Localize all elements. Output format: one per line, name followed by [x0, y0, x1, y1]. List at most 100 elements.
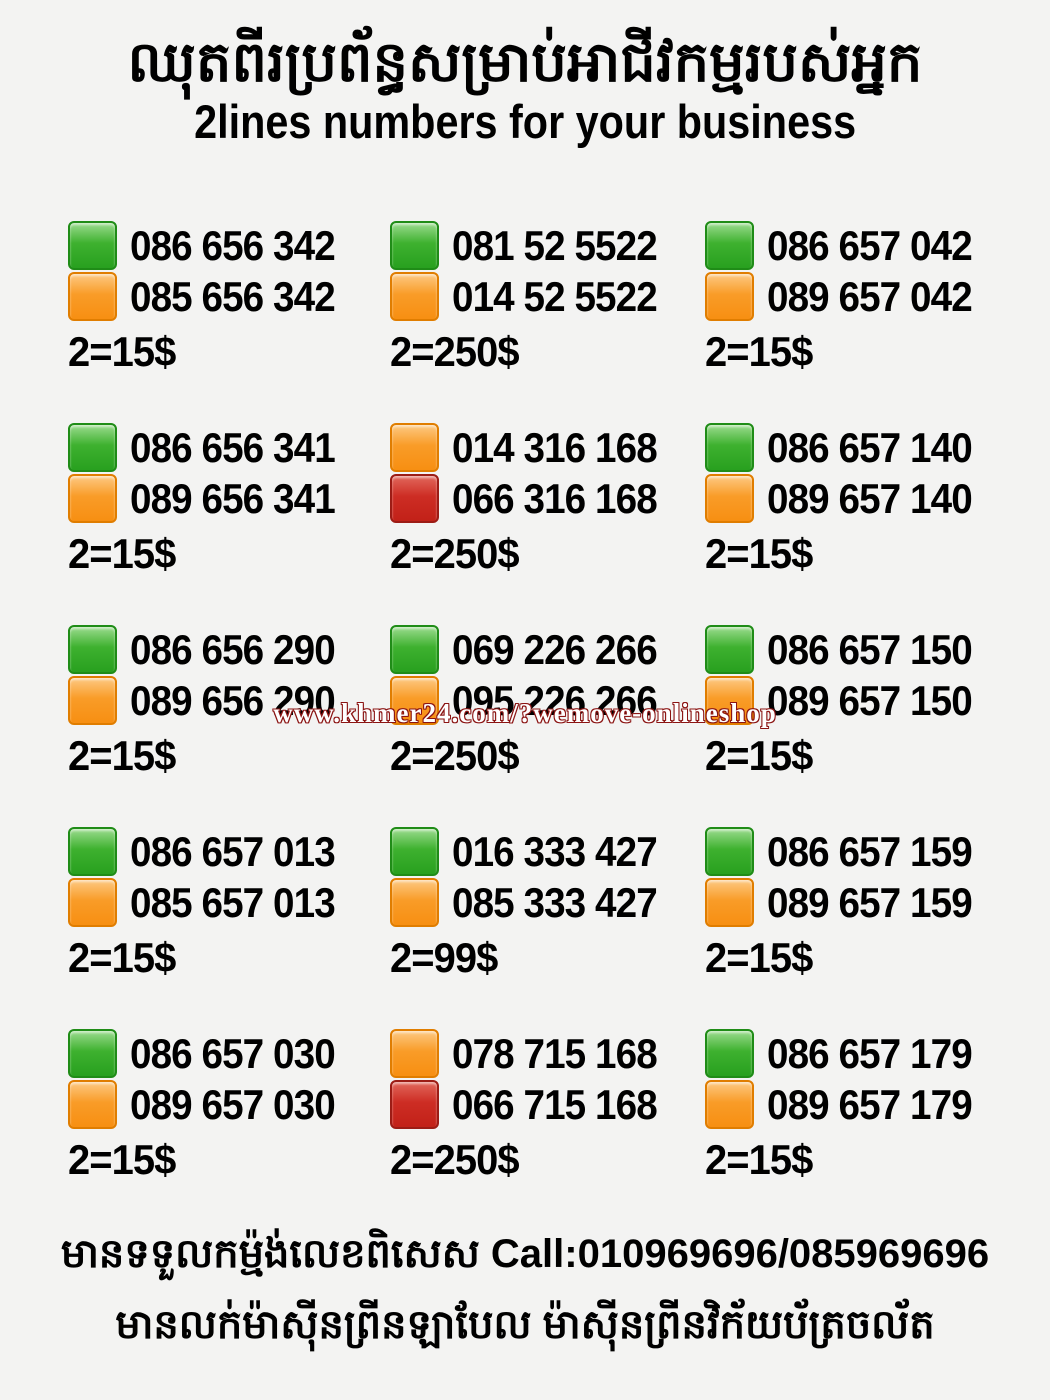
price-label: 2=250$	[390, 328, 520, 375]
phone-number: 089 657 030	[130, 1080, 336, 1128]
header: ឈុតពីរប្រព័ន្ធសម្រាប់អាជីវកម្មរបស់អ្នក 2…	[0, 30, 1050, 149]
page-subtitle: 2lines numbers for your business	[0, 94, 1050, 149]
phone-number: 089 657 042	[767, 272, 973, 320]
phone-number: 086 657 042	[767, 221, 973, 269]
phone-number: 086 657 150	[767, 625, 973, 673]
listing-cell: 086 657 030 089 657 030 2=15$	[68, 1028, 390, 1183]
page-title-khmer: ឈុតពីរប្រព័ន្ធសម្រាប់អាជីវកម្មរបស់អ្នក	[127, 30, 923, 93]
number-line-1: 014 316 168	[390, 422, 705, 473]
price-label: 2=15$	[68, 1136, 176, 1183]
price-label: 2=15$	[705, 732, 813, 779]
listing-cell: 086 657 042 089 657 042 2=15$	[705, 220, 1020, 375]
listing-cell: 086 657 150 089 657 150 2=15$	[705, 624, 1020, 779]
number-line-1: 078 715 168	[390, 1028, 705, 1079]
number-line-2: 089 657 140	[705, 473, 1020, 524]
phone-number: 081 52 5522	[452, 221, 658, 269]
number-line-2: 089 657 150	[705, 675, 1020, 726]
listing-cell: 086 657 179 089 657 179 2=15$	[705, 1028, 1020, 1183]
orange-sim-swatch	[68, 676, 117, 725]
green-sim-swatch	[68, 423, 117, 472]
phone-number: 086 657 013	[130, 827, 336, 875]
red-sim-swatch	[390, 1080, 439, 1129]
listing-cell: 014 316 168 066 316 168 2=250$	[390, 422, 705, 577]
orange-sim-swatch	[68, 1080, 117, 1129]
price-label: 2=250$	[390, 1136, 520, 1183]
number-line-2: 089 657 042	[705, 271, 1020, 322]
number-line-2: 066 316 168	[390, 473, 705, 524]
number-line-1: 086 656 290	[68, 624, 390, 675]
orange-sim-swatch	[390, 1029, 439, 1078]
orange-sim-swatch	[390, 676, 439, 725]
number-line-1: 086 657 030	[68, 1028, 390, 1079]
green-sim-swatch	[390, 625, 439, 674]
number-line-1: 086 657 179	[705, 1028, 1020, 1079]
price-label: 2=15$	[705, 934, 813, 981]
orange-sim-swatch	[705, 272, 754, 321]
number-line-2: 089 657 179	[705, 1079, 1020, 1130]
orange-sim-swatch	[68, 878, 117, 927]
number-line-2: 089 657 159	[705, 877, 1020, 928]
phone-number: 086 656 290	[130, 625, 336, 673]
number-line-1: 016 333 427	[390, 826, 705, 877]
phone-number: 066 715 168	[452, 1080, 658, 1128]
number-line-2: 085 657 013	[68, 877, 390, 928]
number-line-1: 086 656 342	[68, 220, 390, 271]
number-line-2: 085 333 427	[390, 877, 705, 928]
listing-cell: 086 656 290 089 656 290 2=15$	[68, 624, 390, 779]
green-sim-swatch	[68, 625, 117, 674]
green-sim-swatch	[705, 827, 754, 876]
listing-cell: 078 715 168 066 715 168 2=250$	[390, 1028, 705, 1183]
phone-number: 066 316 168	[452, 474, 658, 522]
phone-number: 069 226 266	[452, 625, 658, 673]
number-line-1: 086 657 140	[705, 422, 1020, 473]
orange-sim-swatch	[390, 878, 439, 927]
red-sim-swatch	[390, 474, 439, 523]
phone-number: 089 657 159	[767, 878, 973, 926]
number-line-2: 089 656 290	[68, 675, 390, 726]
number-line-1: 086 656 341	[68, 422, 390, 473]
number-line-2: 066 715 168	[390, 1079, 705, 1130]
phone-number: 085 657 013	[130, 878, 336, 926]
listing-cell: 081 52 5522 014 52 5522 2=250$	[390, 220, 705, 375]
price-label: 2=15$	[68, 328, 176, 375]
orange-sim-swatch	[68, 272, 117, 321]
phone-number: 086 657 030	[130, 1029, 336, 1077]
number-line-2: 095 226 266	[390, 675, 705, 726]
phone-number: 095 226 266	[452, 676, 658, 724]
number-line-1: 086 657 150	[705, 624, 1020, 675]
listing-cell: 069 226 266 095 226 266 2=250$	[390, 624, 705, 779]
phone-number: 089 657 150	[767, 676, 973, 724]
price-label: 2=15$	[705, 530, 813, 577]
phone-number: 089 656 290	[130, 676, 336, 724]
green-sim-swatch	[68, 1029, 117, 1078]
phone-number: 014 316 168	[452, 423, 658, 471]
green-sim-swatch	[390, 221, 439, 270]
green-sim-swatch	[705, 423, 754, 472]
orange-sim-swatch	[705, 1080, 754, 1129]
price-label: 2=15$	[68, 732, 176, 779]
listing-cell: 086 656 341 089 656 341 2=15$	[68, 422, 390, 577]
green-sim-swatch	[68, 827, 117, 876]
phone-number: 078 715 168	[452, 1029, 658, 1077]
phone-number: 085 333 427	[452, 878, 658, 926]
phone-number: 086 657 140	[767, 423, 973, 471]
number-line-1: 086 657 042	[705, 220, 1020, 271]
orange-sim-swatch	[705, 878, 754, 927]
number-line-1: 086 657 159	[705, 826, 1020, 877]
phone-number: 089 657 140	[767, 474, 973, 522]
green-sim-swatch	[390, 827, 439, 876]
orange-sim-swatch	[68, 474, 117, 523]
price-label: 2=15$	[68, 934, 176, 981]
phone-number: 016 333 427	[452, 827, 658, 875]
number-line-2: 089 656 341	[68, 473, 390, 524]
green-sim-swatch	[68, 221, 117, 270]
listing-cell: 086 657 140 089 657 140 2=15$	[705, 422, 1020, 577]
price-label: 2=99$	[390, 934, 498, 981]
phone-number: 085 656 342	[130, 272, 336, 320]
footer-order-line: មានទទួលកម្ម៉ង់លេខពិសេស Call:010969696/08…	[0, 1228, 1050, 1287]
footer-printer-line: មានលក់ម៉ាស៊ីនព្រីនឡាបែល ម៉ាស៊ីនព្រីនវិក័…	[115, 1303, 935, 1347]
phone-number: 089 656 341	[130, 474, 336, 522]
numbers-grid: 086 656 342 085 656 342 2=15$ 081 52 552…	[68, 220, 1020, 1183]
price-label: 2=15$	[705, 328, 813, 375]
